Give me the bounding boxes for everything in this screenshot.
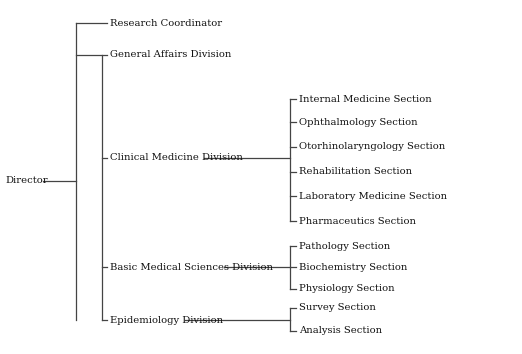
Text: Physiology Section: Physiology Section (299, 284, 395, 293)
Text: General Affairs Division: General Affairs Division (110, 50, 231, 59)
Text: Biochemistry Section: Biochemistry Section (299, 263, 408, 272)
Text: Laboratory Medicine Section: Laboratory Medicine Section (299, 192, 447, 201)
Text: Rehabilitation Section: Rehabilitation Section (299, 167, 412, 176)
Text: Otorhinolaryngology Section: Otorhinolaryngology Section (299, 142, 445, 152)
Text: Epidemiology Division: Epidemiology Division (110, 316, 223, 325)
Text: Director: Director (5, 176, 48, 185)
Text: Basic Medical Sciences Division: Basic Medical Sciences Division (110, 263, 272, 272)
Text: Ophthalmology Section: Ophthalmology Section (299, 118, 418, 127)
Text: Survey Section: Survey Section (299, 303, 376, 313)
Text: Analysis Section: Analysis Section (299, 326, 382, 336)
Text: Research Coordinator: Research Coordinator (110, 18, 222, 28)
Text: Clinical Medicine Division: Clinical Medicine Division (110, 153, 243, 162)
Text: Pharmaceutics Section: Pharmaceutics Section (299, 217, 416, 226)
Text: Internal Medicine Section: Internal Medicine Section (299, 95, 432, 104)
Text: Pathology Section: Pathology Section (299, 241, 390, 251)
